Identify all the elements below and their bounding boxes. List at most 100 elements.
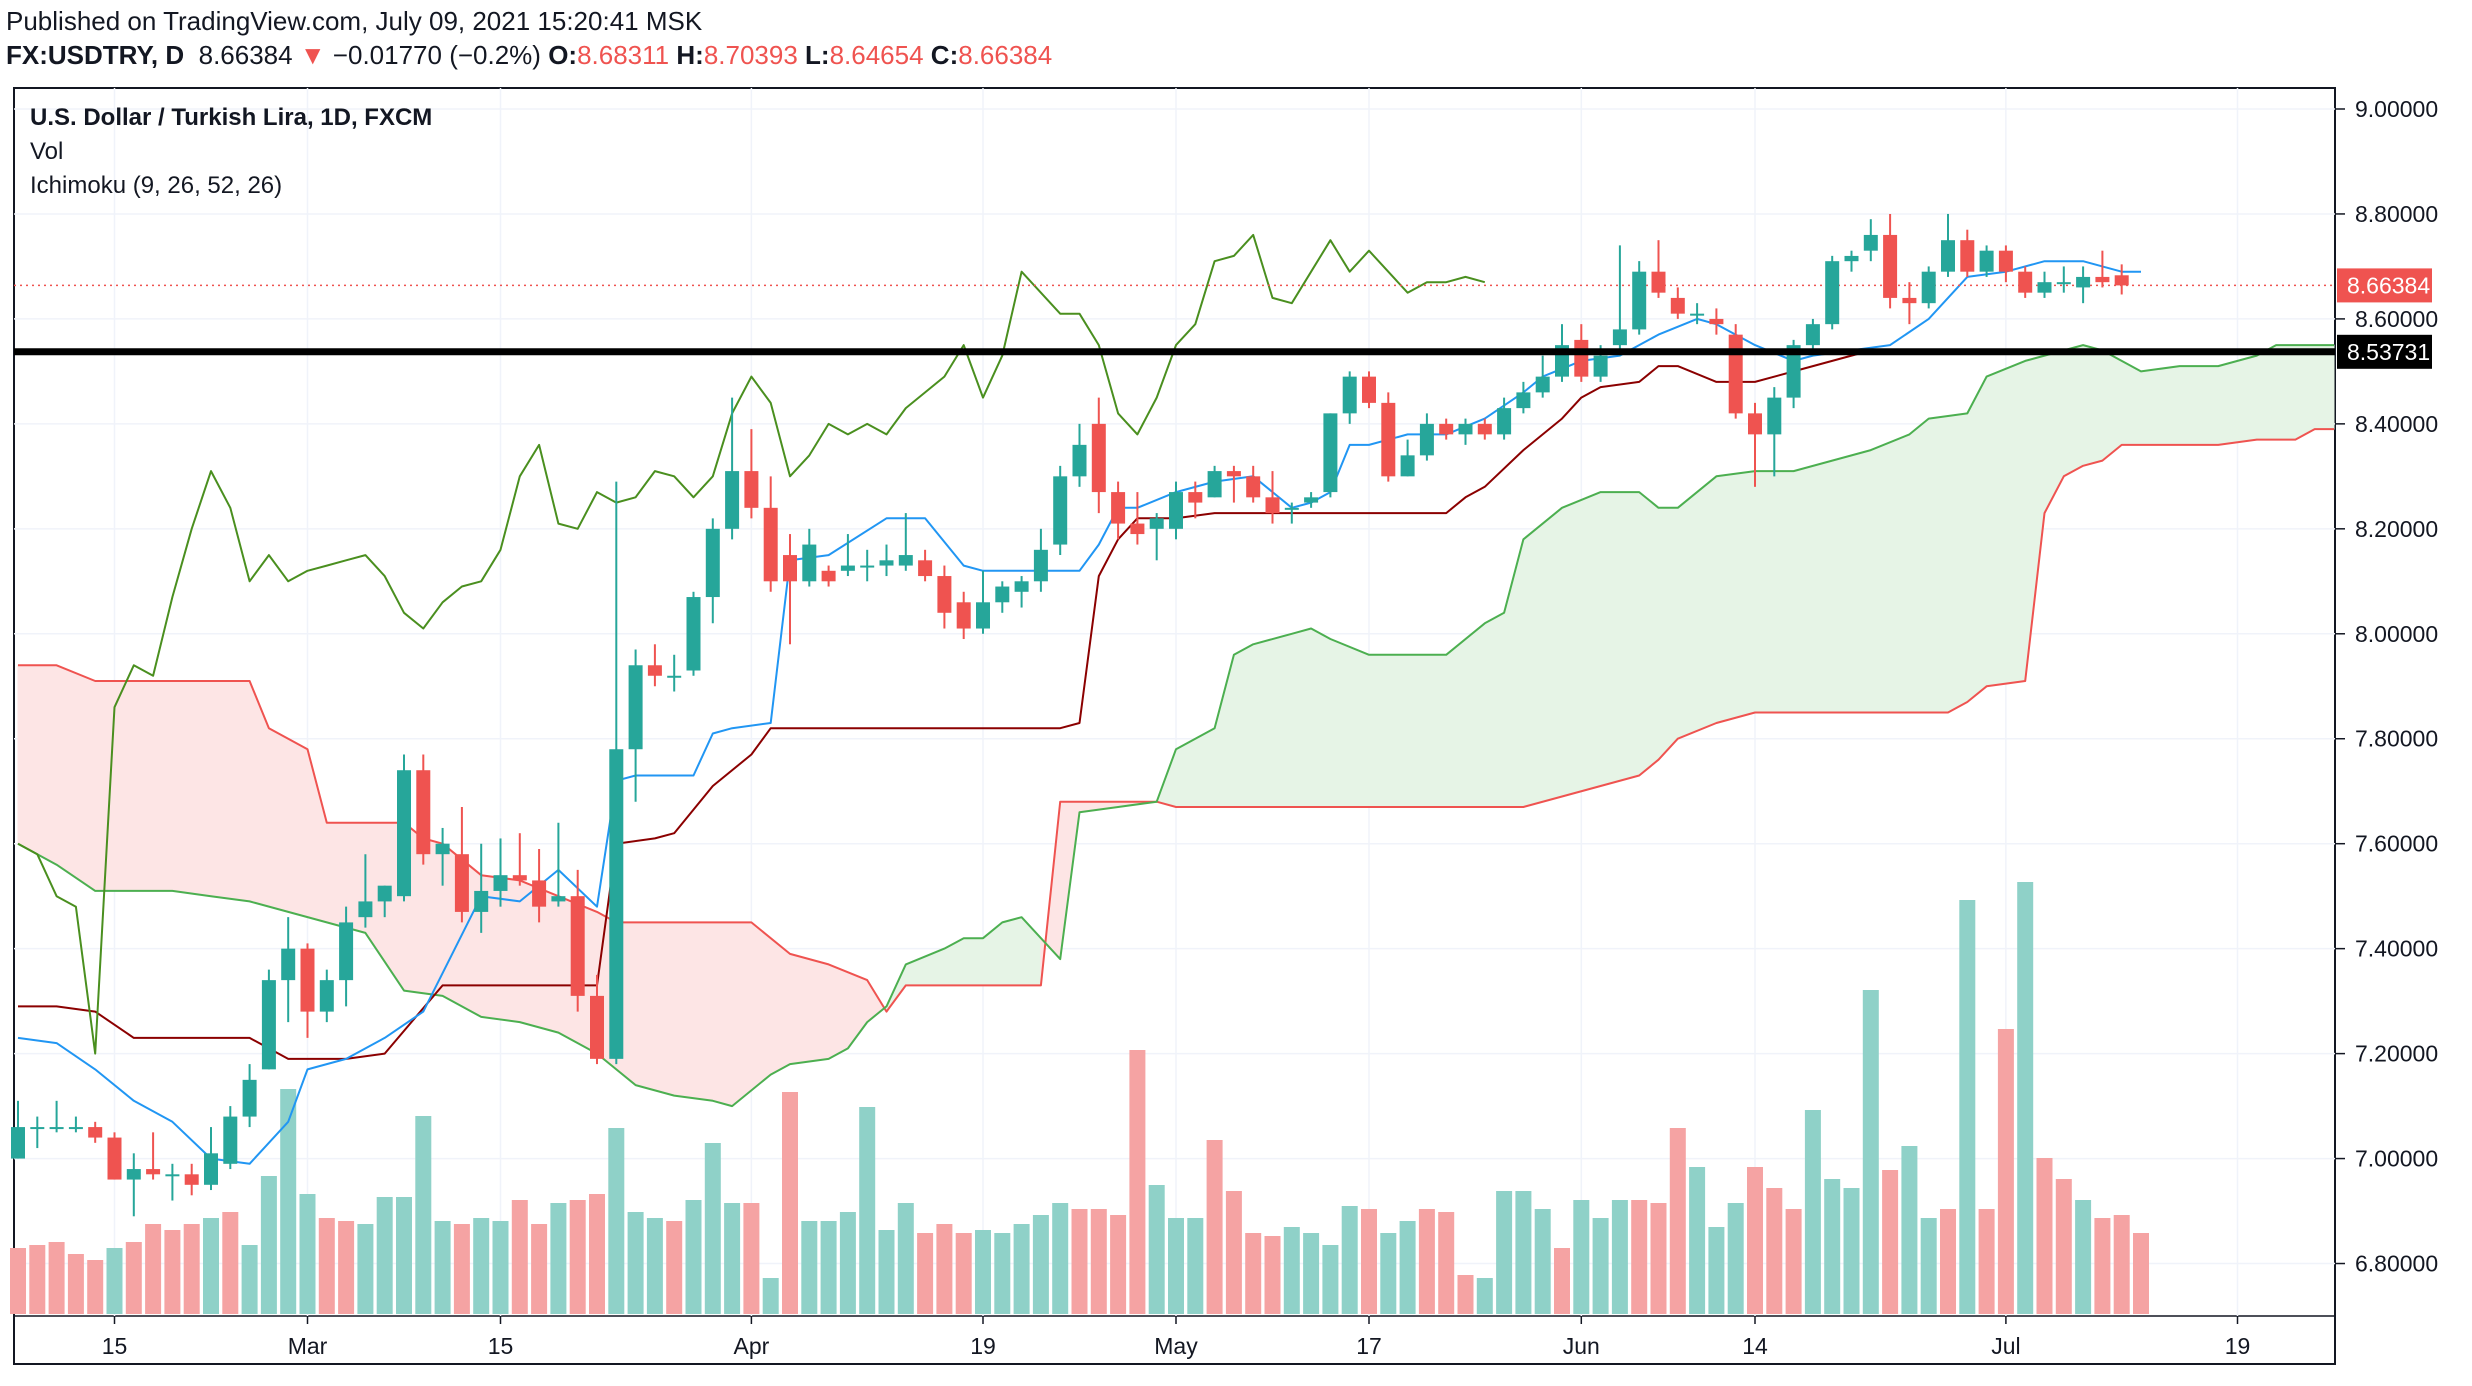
candle-body <box>1960 240 1975 272</box>
cloud-segment <box>75 672 96 892</box>
candle-body <box>2018 271 2033 293</box>
candle-body <box>416 770 431 855</box>
volume-bar <box>260 1176 277 1314</box>
cloud-segment <box>1793 465 1814 713</box>
candle-body <box>261 980 276 1070</box>
cloud-segment <box>1600 491 1621 787</box>
volume-bar <box>492 1221 509 1314</box>
volume-bar <box>2055 1179 2072 1314</box>
volume-bar <box>1322 1245 1339 1314</box>
cloud-segment <box>1407 654 1428 808</box>
candle-body <box>1612 329 1627 346</box>
open-value: 8.68311 <box>577 40 670 70</box>
y-tick-label: 8.60000 <box>2355 306 2438 332</box>
volume-bar <box>994 1233 1011 1314</box>
cloud-segment <box>307 749 328 924</box>
candle-body <box>1304 497 1319 503</box>
candle-body <box>1844 255 1859 262</box>
candle-body <box>1053 476 1068 545</box>
cloud-segment <box>2237 354 2258 443</box>
cloud-segment <box>1889 433 1910 713</box>
low-label: L: <box>805 40 830 70</box>
cloud-segment <box>268 727 289 913</box>
cloud-segment <box>808 958 830 1063</box>
cloud-segment <box>1387 654 1409 808</box>
cloud-segment <box>1368 654 1389 808</box>
candle-body <box>49 1127 64 1130</box>
volume-bar <box>2017 882 2034 1314</box>
volume-bar <box>222 1212 239 1314</box>
candle-body <box>1979 250 1994 272</box>
candle-body <box>1902 297 1917 304</box>
cloud-segment <box>2159 365 2181 446</box>
close-value: 8.66384 <box>958 40 1053 70</box>
volume-bar <box>2075 1200 2092 1314</box>
candle-body <box>30 1127 45 1130</box>
candle-body <box>1014 581 1029 592</box>
cloud-segment <box>1638 491 1659 777</box>
volume-bar <box>1206 1140 1223 1314</box>
y-tick-label: 8.00000 <box>2355 621 2438 647</box>
cloud-segment <box>1310 627 1331 808</box>
candle-body <box>725 471 740 529</box>
cloud-segment <box>693 921 714 1102</box>
volume-bar <box>1862 990 1879 1314</box>
candle-body <box>2037 282 2052 293</box>
volume-bar <box>646 1218 663 1314</box>
volume-bar <box>1978 1209 1995 1314</box>
cloud-segment <box>1465 622 1486 808</box>
volume-bar <box>473 1218 490 1314</box>
cloud-segment <box>2140 368 2161 446</box>
volume-bar <box>106 1248 123 1314</box>
candle-body <box>1458 423 1473 435</box>
candle-body <box>1805 324 1820 346</box>
down-arrow-icon: ▼ <box>299 40 326 70</box>
last-price-text: 8.66384 <box>198 40 293 70</box>
volume-bar <box>1071 1209 1088 1314</box>
volume-bar <box>1013 1224 1030 1314</box>
candle-body <box>2076 276 2091 288</box>
cloud-segment <box>2294 344 2316 441</box>
volume-bar <box>1148 1185 1165 1314</box>
volume-bar <box>1399 1221 1416 1314</box>
volume-bar <box>917 1233 934 1314</box>
y-tick-label: 7.20000 <box>2355 1041 2438 1067</box>
cloud-segment <box>2121 360 2142 446</box>
volume-bar <box>704 1143 721 1314</box>
candle-body <box>474 890 489 912</box>
volume-bar <box>762 1278 779 1314</box>
candle-body <box>1149 518 1164 529</box>
low-value: 8.64654 <box>829 40 924 70</box>
last-price-label-bg <box>2337 268 2432 303</box>
volume-bar <box>1110 1215 1127 1314</box>
candle-body <box>1130 523 1145 535</box>
candle-body <box>1439 423 1454 435</box>
volume-bar <box>1708 1227 1725 1314</box>
x-tick-label: 15 <box>102 1333 128 1359</box>
cloud-segment <box>731 921 752 1108</box>
candle-body <box>68 1127 83 1130</box>
candle-body <box>88 1127 103 1138</box>
volume-bar <box>1959 900 1976 1314</box>
candle-body <box>802 544 817 582</box>
x-tick-label: Mar <box>288 1333 328 1359</box>
cloud-segment <box>1580 491 1602 792</box>
candle-body <box>435 843 450 855</box>
volume-bar <box>1225 1191 1242 1314</box>
volume-bar <box>878 1230 895 1314</box>
cloud-segment <box>171 680 193 895</box>
x-tick-label: May <box>1154 1333 1198 1359</box>
volume-bar <box>1168 1218 1184 1314</box>
volume-bar <box>589 1194 605 1314</box>
candle-body <box>1632 271 1647 330</box>
horizontal-line-label: 8.53731 <box>2347 339 2430 365</box>
volume-bar <box>183 1224 200 1314</box>
candle-body <box>1709 318 1724 325</box>
volume-bar <box>801 1221 818 1314</box>
candle-body <box>300 948 315 1012</box>
volume-bar <box>1283 1227 1300 1314</box>
candle-body <box>744 471 759 508</box>
volume-bar <box>67 1254 84 1314</box>
cloud-segment <box>982 921 1003 986</box>
